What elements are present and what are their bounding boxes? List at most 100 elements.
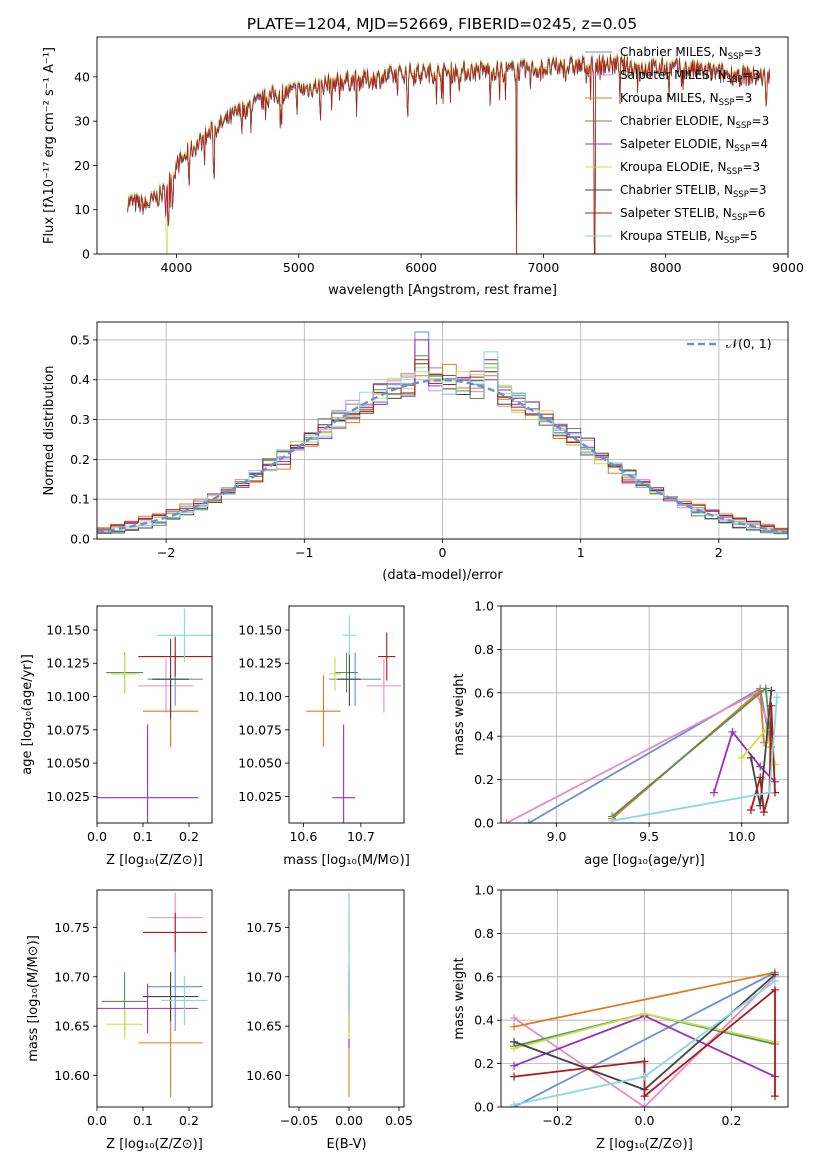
weight-line (713, 730, 776, 793)
legend-subscript: SSP (728, 52, 744, 62)
plot-area (502, 684, 781, 823)
x-tick-label: 10.7 (347, 829, 375, 844)
spectrum-line (127, 56, 771, 254)
legend-subscript: SSP (733, 190, 749, 200)
y-tick-label: 10.60 (54, 1068, 90, 1083)
y-tick-label: 10.75 (54, 920, 90, 935)
x-tick-label: −0.2 (542, 1113, 572, 1128)
legend-count: =6 (748, 206, 766, 220)
weight-marker (510, 1100, 519, 1107)
weight-line (513, 971, 776, 1107)
x-tick-label: −2 (157, 545, 175, 560)
histogram-step (97, 363, 788, 533)
y-axis-label: mass weight (452, 957, 467, 1039)
legend-entry: Chabrier ELODIE, NSSP=3 (620, 114, 769, 131)
y-tick-label: 10.075 (238, 722, 282, 737)
weight-marker (640, 1103, 649, 1107)
weight-marker (772, 693, 781, 702)
axes-frame (96, 321, 789, 540)
legend-name: Chabrier MILES, N (620, 45, 728, 59)
y-tick-label: 10.100 (238, 689, 282, 704)
x-tick-label: 10.6 (289, 829, 317, 844)
weight-marker (756, 773, 765, 782)
weight-marker (770, 977, 779, 986)
spectrum-line (127, 54, 771, 254)
plot-area (306, 615, 402, 823)
weight-line (513, 971, 776, 1028)
mass-vs-ebv-panel: −0.05 0.00 0.05 10.60 10.65 10.70 10.75 E(B-V) (246, 889, 413, 1152)
y-tick-label: 0.8 (474, 926, 494, 941)
x-tick-label: 0.0 (87, 1113, 107, 1128)
y-tick-label: 40 (74, 69, 90, 84)
spectrum-line (127, 57, 771, 254)
x-tick-label: 0.0 (87, 829, 107, 844)
x-tick-label: 0.1 (133, 829, 153, 844)
y-tick-label: 0.4 (70, 372, 90, 387)
weight-line (513, 976, 776, 1107)
y-tick-label: 0.2 (474, 772, 494, 787)
y-tick-label: 0.3 (70, 412, 90, 427)
x-tick-label: 4000 (161, 260, 193, 275)
x-tick-label: 0.2 (722, 1113, 742, 1128)
x-tick-label: 0.0 (635, 1113, 655, 1128)
weight-marker (510, 1061, 519, 1070)
weight-marker (640, 1072, 649, 1081)
x-axis-label: wavelength [Angstrom, rest frame] (328, 283, 557, 298)
y-tick-label: 10.050 (46, 756, 90, 771)
y-tick-label: 0.6 (474, 969, 494, 984)
y-tick-label: 0 (82, 247, 90, 262)
legend-entry: Salpeter STELIB, NSSP=6 (620, 206, 765, 223)
axes-frame (500, 605, 789, 824)
residual-histogram-panel: −2 −1 0 1 2 0.0 0.1 0.2 0.3 0.4 0.5 (data-model)/er… (42, 321, 789, 583)
y-tick-label: 10.150 (238, 622, 282, 637)
histogram-step (97, 363, 788, 535)
x-tick-label: 0.1 (133, 1113, 153, 1128)
y-tick-label: 0.4 (474, 729, 494, 744)
x-tick-label: 0.2 (179, 829, 199, 844)
y-tick-label: 20 (74, 158, 90, 173)
legend-subscript: SSP (727, 167, 743, 177)
x-tick-label: 0.05 (385, 1113, 413, 1128)
legend-count: =3 (744, 45, 762, 59)
y-tick-label: 10.65 (246, 1019, 282, 1034)
spectrum-line (127, 57, 771, 254)
y-tick-label: 30 (74, 114, 90, 129)
x-tick-label: 0.00 (335, 1113, 363, 1128)
axes-frame (96, 889, 213, 1108)
weight-marker (761, 684, 770, 693)
y-tick-label: 0.8 (474, 642, 494, 657)
spectrum-line (127, 54, 771, 254)
weight-marker (746, 753, 755, 762)
y-tick-label: 0.0 (474, 1100, 494, 1115)
legend-count: =4 (750, 137, 768, 151)
plot-area (127, 52, 771, 254)
y-tick-label: 10 (74, 202, 90, 217)
legend-subscript: SSP (732, 213, 748, 223)
weight-marker (608, 816, 617, 823)
y-tick-label: 10.025 (238, 789, 282, 804)
axes-frame (288, 605, 405, 824)
y-tick-label: 0.4 (474, 1013, 494, 1028)
weight-vs-metallicity-panel: −0.2 0.0 0.2 0.0 0.2 0.4 0.6 0.8 1.0 Z [log₁₀(Z/Z… (452, 883, 789, 1152)
mass-vs-metallicity-panel: 0.0 0.1 0.2 10.60 10.65 10.70 10.75 Z [log₁₀(Z/… (26, 889, 213, 1152)
x-axis-label: mass [log₁₀(M/M⊙)] (283, 853, 410, 868)
y-tick-label: 10.65 (54, 1019, 90, 1034)
weight-line (611, 697, 778, 822)
legend-count: =3 (749, 183, 767, 197)
weight-marker (756, 762, 765, 771)
x-tick-label: 6000 (405, 260, 437, 275)
y-tick-label: 0.5 (70, 332, 90, 347)
weight-marker (770, 985, 779, 994)
legend-entry: Chabrier STELIB, NSSP=3 (620, 183, 767, 200)
x-tick-label: 0.2 (179, 1113, 199, 1128)
y-tick-label: 10.025 (46, 789, 90, 804)
plot-area (97, 892, 208, 1098)
spectrum-line (127, 53, 771, 254)
legend-entry: Kroupa STELIB, NSSP=5 (620, 229, 758, 246)
spectrum-line (127, 59, 771, 254)
weight-marker (761, 725, 770, 734)
legend-entry: Kroupa ELODIE, NSSP=3 (620, 160, 760, 177)
y-tick-label: 10.125 (238, 656, 282, 671)
